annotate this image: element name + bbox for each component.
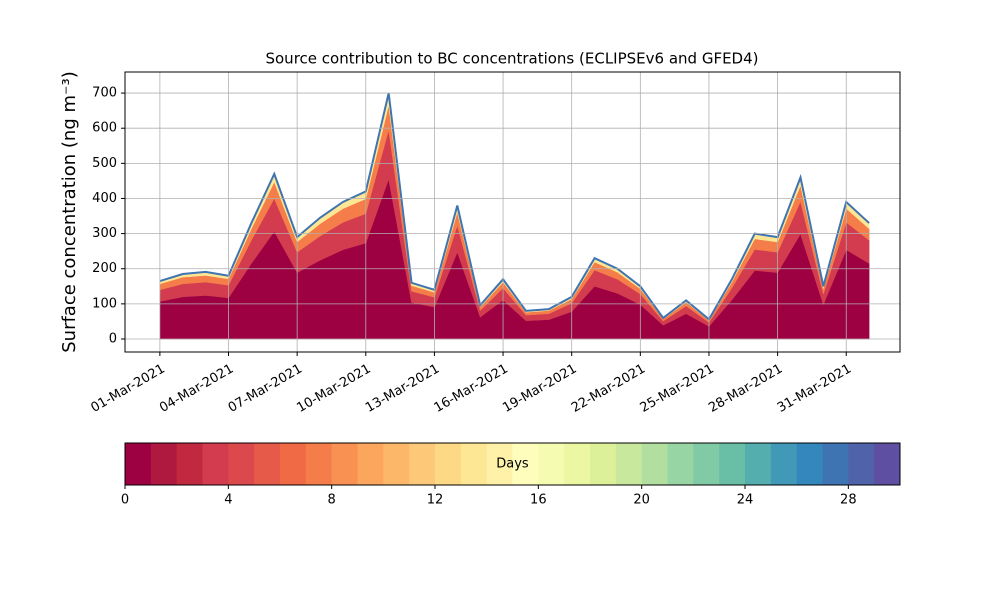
colorbar-cell bbox=[719, 443, 746, 485]
y-axis-label: Surface concentration (ng m⁻³) bbox=[59, 71, 80, 353]
colorbar-cell bbox=[280, 443, 307, 485]
colorbar-cell bbox=[745, 443, 772, 485]
y-tick-label: 300 bbox=[92, 226, 117, 241]
chart-title: Source contribution to BC concentrations… bbox=[265, 50, 758, 68]
colorbar-tick-label: 8 bbox=[328, 493, 336, 508]
colorbar-tick-label: 12 bbox=[427, 493, 444, 508]
colorbar-cell bbox=[693, 443, 720, 485]
colorbar-cell bbox=[202, 443, 229, 485]
colorbar-cell bbox=[383, 443, 410, 485]
colorbar-cell bbox=[874, 443, 901, 485]
colorbar-tick-label: 28 bbox=[840, 493, 857, 508]
colorbar-cell bbox=[615, 443, 643, 485]
colorbar-cell bbox=[435, 443, 462, 485]
colorbar-cell bbox=[641, 443, 668, 485]
colorbar-cell bbox=[667, 443, 694, 485]
colorbar-cell bbox=[770, 443, 798, 485]
colorbar-cell bbox=[357, 443, 384, 485]
y-tick-label: 0 bbox=[109, 332, 117, 347]
colorbar-cell bbox=[822, 443, 849, 485]
colorbar-cell bbox=[228, 443, 255, 485]
total-edge bbox=[159, 92, 870, 321]
colorbar-tick-label: 24 bbox=[737, 493, 754, 508]
colorbar-cell bbox=[409, 443, 436, 485]
y-tick-label: 100 bbox=[92, 296, 117, 311]
colorbar-tick-label: 20 bbox=[633, 493, 650, 508]
y-tick-label: 500 bbox=[92, 156, 117, 171]
plot-frame bbox=[124, 71, 901, 353]
y-tick-label: 600 bbox=[92, 121, 117, 136]
y-tick-label: 400 bbox=[92, 191, 117, 206]
colorbar-cell bbox=[796, 443, 823, 485]
colorbar-label: Days bbox=[496, 457, 529, 472]
colorbar-tick-label: 16 bbox=[530, 493, 547, 508]
colorbar-cell bbox=[331, 443, 358, 485]
colorbar-cell bbox=[125, 443, 152, 485]
colorbar-cell bbox=[848, 443, 875, 485]
y-tick-label: 700 bbox=[92, 86, 117, 101]
colorbar-cell bbox=[176, 443, 203, 485]
colorbar-cell bbox=[305, 443, 333, 485]
colorbar-cell bbox=[254, 443, 281, 485]
colorbar-tick-label: 4 bbox=[224, 493, 232, 508]
colorbar-cell bbox=[564, 443, 591, 485]
colorbar-cell bbox=[512, 443, 539, 485]
colorbar-tick-label: 0 bbox=[121, 493, 129, 508]
colorbar-cell bbox=[590, 443, 617, 485]
colorbar-frame bbox=[124, 442, 901, 486]
colorbar-cell bbox=[150, 443, 178, 485]
y-tick-label: 200 bbox=[92, 261, 117, 276]
colorbar-cell bbox=[538, 443, 565, 485]
colorbar-cell bbox=[460, 443, 488, 485]
colorbar-cell bbox=[486, 443, 513, 485]
